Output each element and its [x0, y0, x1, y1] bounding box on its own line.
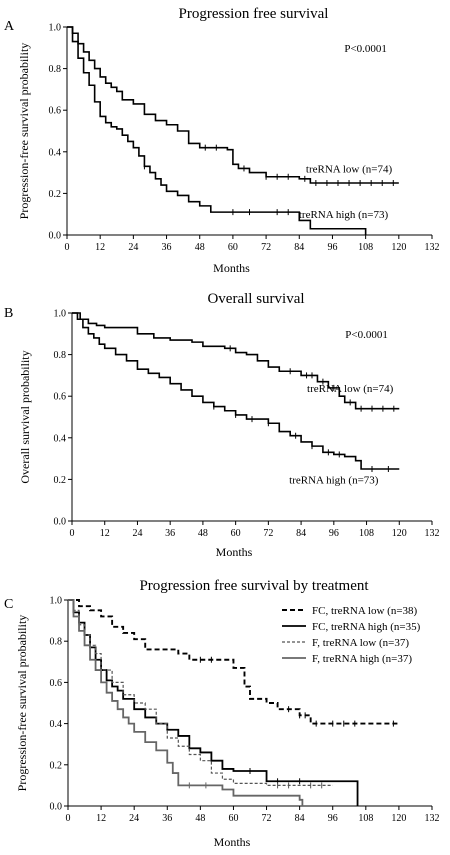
- x-tick-label: 132: [425, 242, 440, 253]
- x-tick-label: 84: [294, 242, 304, 253]
- series-label: treRNA high (n=73): [289, 474, 379, 486]
- y-tick-label: 0.2: [49, 189, 62, 200]
- y-axis-label: Progression-free survival probability: [17, 43, 31, 220]
- x-tick-label: 96: [327, 242, 337, 253]
- x-tick-label: 36: [165, 528, 175, 539]
- x-tick-label: 0: [65, 242, 70, 253]
- y-tick-label: 1.0: [54, 309, 67, 320]
- x-tick-label: 12: [95, 242, 105, 253]
- x-tick-label: 120: [391, 242, 406, 253]
- chart-panel-a: A Progression free survival 0 12 24 36 48 60 72 8…: [4, 6, 440, 275]
- x-tick-label: 132: [425, 528, 440, 539]
- legend-entry: FC, treRNA high (n=35): [312, 621, 421, 633]
- chart-title: Overall survival: [207, 291, 304, 307]
- y-tick-label: 0.4: [54, 433, 67, 444]
- y-tick-label: 0.0: [50, 802, 63, 813]
- x-tick-label: 96: [329, 528, 339, 539]
- chart-panel-b: B Overall survival 0 12 24 36 48 60 72 84 96 108 120…: [4, 291, 440, 559]
- y-tick-label: 0.6: [49, 106, 62, 117]
- y-axis-label: Overall survival probability: [18, 350, 32, 483]
- y-tick-label: 0.4: [49, 147, 62, 158]
- x-tick-label: 12: [100, 528, 110, 539]
- x-tick-label: 60: [228, 242, 238, 253]
- series-line-2: [68, 599, 359, 806]
- series-line-4: [68, 599, 304, 806]
- series-label: treRNA high (n=73): [299, 209, 389, 221]
- x-axis-label: Months: [216, 545, 253, 559]
- x-tick-label: 72: [261, 242, 271, 253]
- series-label: treRNA low (n=74): [306, 163, 393, 175]
- series-line-1: [67, 26, 399, 184]
- x-tick-label: 48: [198, 528, 208, 539]
- series-line-1: [68, 599, 399, 725]
- y-tick-label: 0.2: [50, 760, 63, 771]
- series-line-2: [67, 26, 367, 235]
- p-value-annotation: P<0.0001: [345, 329, 388, 341]
- x-tick-label: 24: [128, 242, 138, 253]
- x-tick-label: 24: [129, 813, 139, 824]
- y-tick-label: 0.8: [54, 350, 67, 361]
- x-tick-label: 60: [231, 528, 241, 539]
- p-value-annotation: P<0.0001: [344, 43, 387, 55]
- x-tick-label: 0: [66, 813, 71, 824]
- y-tick-label: 0.6: [54, 392, 67, 403]
- chart-title: Progression free survival by treatment: [139, 578, 369, 594]
- x-tick-label: 24: [132, 528, 142, 539]
- y-tick-label: 0.4: [50, 719, 63, 730]
- x-tick-label: 60: [228, 813, 238, 824]
- y-tick-label: 0.2: [54, 475, 67, 486]
- x-tick-label: 84: [295, 813, 305, 824]
- chart-panel-c: C Progression free survival by treatment 0…: [4, 578, 440, 849]
- chart-title: Progression free survival: [179, 6, 329, 22]
- legend-entry: FC, treRNA low (n=38): [312, 605, 418, 617]
- legend-entry: F, treRNA low (n=37): [312, 637, 409, 649]
- x-tick-label: 48: [195, 242, 205, 253]
- y-tick-label: 0.8: [49, 64, 62, 75]
- x-tick-label: 108: [359, 528, 374, 539]
- legend: FC, treRNA low (n=38) FC, treRNA high (n=…: [282, 605, 421, 665]
- x-tick-label: 84: [296, 528, 306, 539]
- y-tick-label: 0.8: [50, 637, 63, 648]
- series-line-2: [72, 312, 400, 470]
- series-label: treRNA low (n=74): [307, 383, 394, 395]
- panel-label: C: [4, 597, 13, 612]
- x-tick-label: 36: [162, 813, 172, 824]
- x-tick-label: 132: [425, 813, 440, 824]
- panel-label: A: [4, 19, 15, 34]
- y-axis-label: Progression-free survival probability: [15, 615, 29, 792]
- x-tick-label: 108: [358, 813, 373, 824]
- x-tick-label: 72: [263, 528, 273, 539]
- series-line-3: [68, 599, 333, 786]
- x-tick-label: 36: [162, 242, 172, 253]
- x-tick-label: 120: [392, 528, 407, 539]
- x-tick-label: 120: [391, 813, 406, 824]
- x-axis-label: Months: [213, 261, 250, 275]
- y-tick-label: 0.6: [50, 678, 63, 689]
- x-tick-label: 48: [195, 813, 205, 824]
- x-tick-label: 108: [358, 242, 373, 253]
- legend-entry: F, treRNA high (n=37): [312, 653, 412, 665]
- x-tick-label: 12: [96, 813, 106, 824]
- x-tick-label: 0: [70, 528, 75, 539]
- x-tick-label: 96: [328, 813, 338, 824]
- x-tick-label: 72: [262, 813, 272, 824]
- y-tick-label: 0.0: [49, 231, 62, 242]
- y-tick-label: 1.0: [50, 596, 63, 607]
- series-line-1: [72, 312, 400, 410]
- y-tick-label: 1.0: [49, 23, 62, 34]
- x-axis-label: Months: [214, 835, 251, 849]
- panel-label: B: [4, 306, 13, 321]
- y-tick-label: 0.0: [54, 517, 67, 528]
